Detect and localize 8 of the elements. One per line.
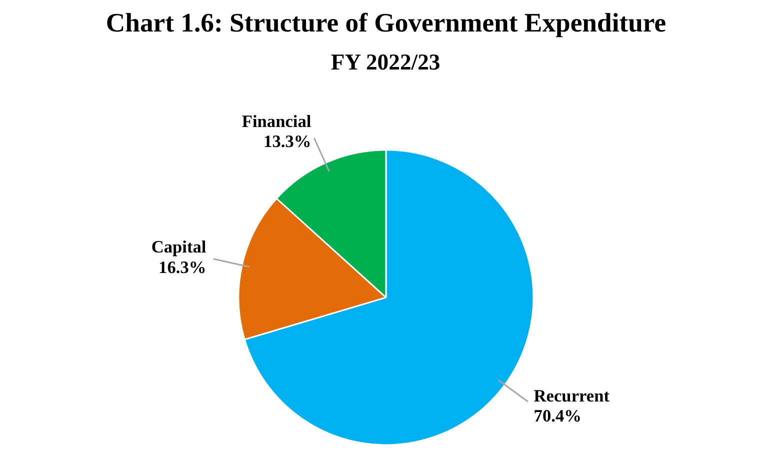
slice-label: Recurrent [534, 386, 610, 406]
data-label: 70.4% [534, 406, 582, 426]
slice-label: Capital [151, 238, 206, 257]
data-label: 13.3% [264, 132, 312, 152]
chart-title: Chart 1.6: Structure of Government Expenditure [106, 8, 666, 38]
chart-subtitle: FY 2022/23 [330, 50, 440, 74]
data-label: 16.3% [158, 258, 206, 277]
slice-label: Financial [242, 112, 312, 131]
